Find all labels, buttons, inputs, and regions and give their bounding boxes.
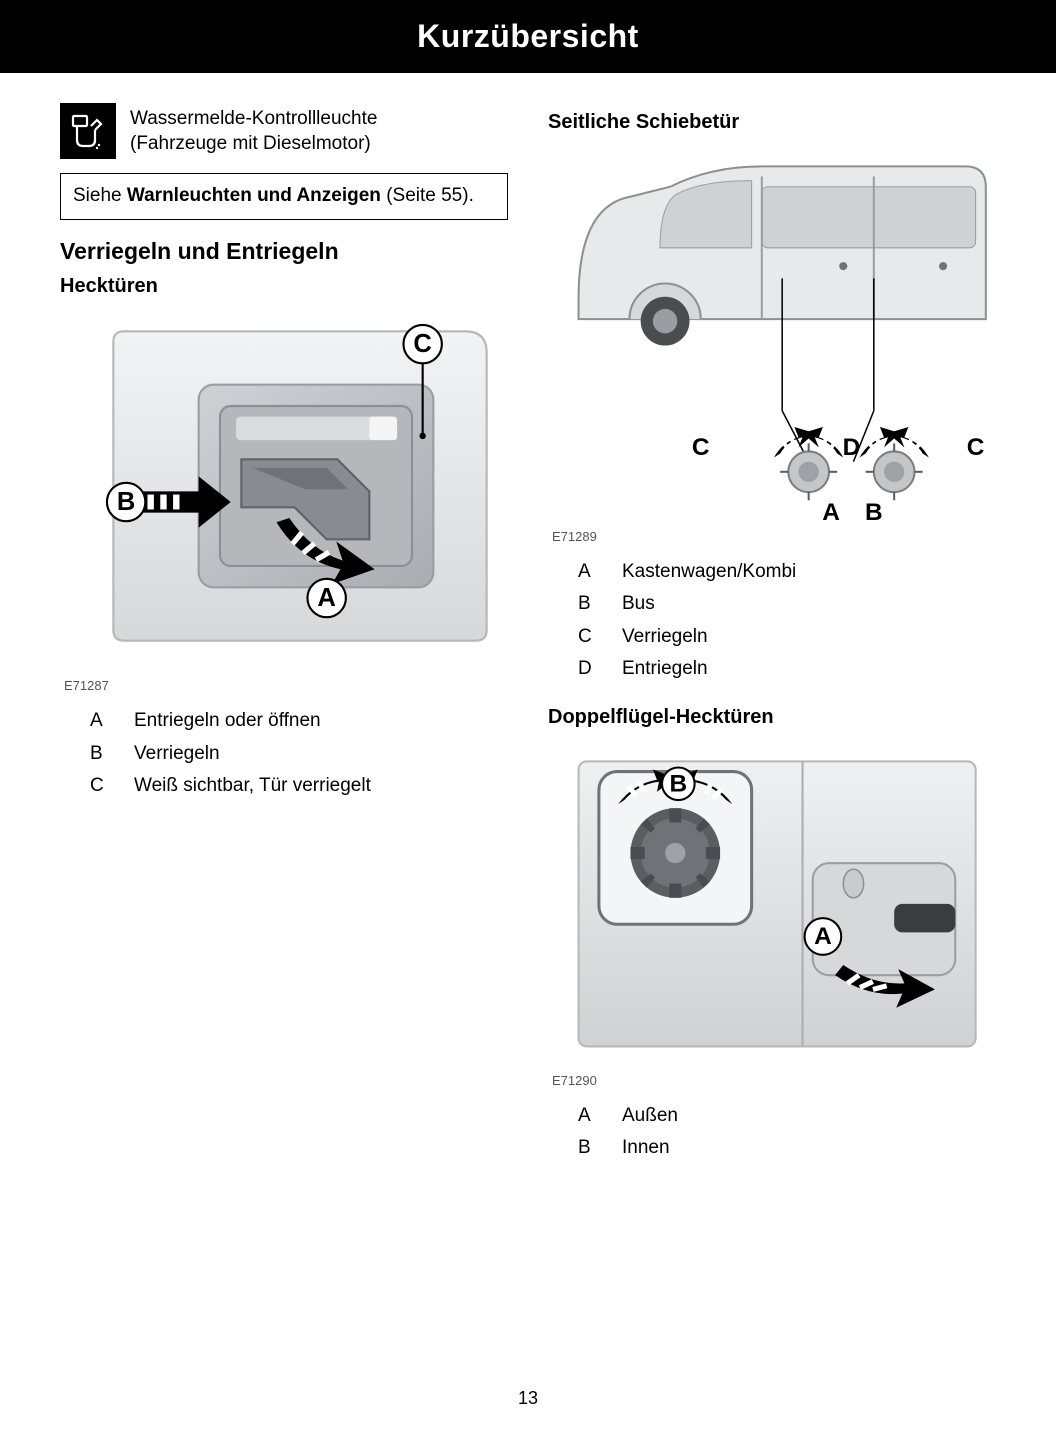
legend-item: CWeiß sichtbar, Tür verriegelt xyxy=(90,772,508,801)
subsection-rear-doors: Hecktüren xyxy=(60,275,508,298)
callout-a: A xyxy=(317,584,335,612)
legend-item: CVerriegeln xyxy=(578,623,996,652)
figure-sliding-door: C D C A B xyxy=(548,146,996,523)
callout-c-left: C xyxy=(692,434,710,461)
ref-prefix: Siehe xyxy=(73,185,127,206)
figure-id-3: E71290 xyxy=(552,1073,996,1088)
callout-b: B xyxy=(865,499,883,523)
page-body: Wassermelde-Kontrollleuchte (Fahrzeuge m… xyxy=(0,73,1056,1167)
legend-item: AEntriegeln oder öffnen xyxy=(90,707,508,736)
page-header: Kurzübersicht xyxy=(0,0,1056,73)
legend-double-rear: AAußen BInnen xyxy=(548,1102,996,1163)
figure-rear-doors: C B A xyxy=(60,310,508,673)
left-column: Wassermelde-Kontrollleuchte (Fahrzeuge m… xyxy=(60,103,508,1167)
legend-item: BVerriegeln xyxy=(90,740,508,769)
subsection-double-rear: Doppelflügel-Hecktüren xyxy=(548,706,996,729)
callout-a: A xyxy=(822,499,840,523)
figure-id-1: E71287 xyxy=(64,678,508,693)
warning-line2: (Fahrzeuge mit Dieselmotor) xyxy=(130,133,371,154)
header-title: Kurzübersicht xyxy=(417,18,639,54)
legend-item: BBus xyxy=(578,590,996,619)
legend-rear-doors: AEntriegeln oder öffnen BVerriegeln CWei… xyxy=(60,707,508,801)
callout-d: D xyxy=(843,434,861,461)
ref-bold: Warnleuchten und Anzeigen xyxy=(127,185,381,206)
ref-suffix: (Seite 55). xyxy=(381,185,474,206)
callout-a: A xyxy=(814,923,832,950)
legend-sliding-door: AKastenwagen/Kombi BBus CVerriegeln DEnt… xyxy=(548,558,996,684)
warning-light-row: Wassermelde-Kontrollleuchte (Fahrzeuge m… xyxy=(60,103,508,159)
reference-box: Siehe Warnleuchten und Anzeigen (Seite 5… xyxy=(60,173,508,220)
legend-item: AAußen xyxy=(578,1102,996,1131)
legend-item: DEntriegeln xyxy=(578,655,996,684)
callout-c: C xyxy=(413,330,431,358)
figure-double-rear: B A xyxy=(548,741,996,1067)
section-heading-lock: Verriegeln und Entriegeln xyxy=(60,238,508,265)
callout-b: B xyxy=(117,488,135,516)
water-in-fuel-icon xyxy=(60,103,116,159)
page-number: 13 xyxy=(0,1388,1056,1409)
legend-item: BInnen xyxy=(578,1134,996,1163)
warning-line1: Wassermelde-Kontrollleuchte xyxy=(130,108,377,129)
legend-item: AKastenwagen/Kombi xyxy=(578,558,996,587)
callout-c-right: C xyxy=(967,434,985,461)
figure-id-2: E71289 xyxy=(552,529,996,544)
callout-b: B xyxy=(670,770,688,797)
warning-light-text: Wassermelde-Kontrollleuchte (Fahrzeuge m… xyxy=(130,103,377,156)
subsection-sliding-door: Seitliche Schiebetür xyxy=(548,111,996,134)
right-column: Seitliche Schiebetür xyxy=(548,103,996,1167)
